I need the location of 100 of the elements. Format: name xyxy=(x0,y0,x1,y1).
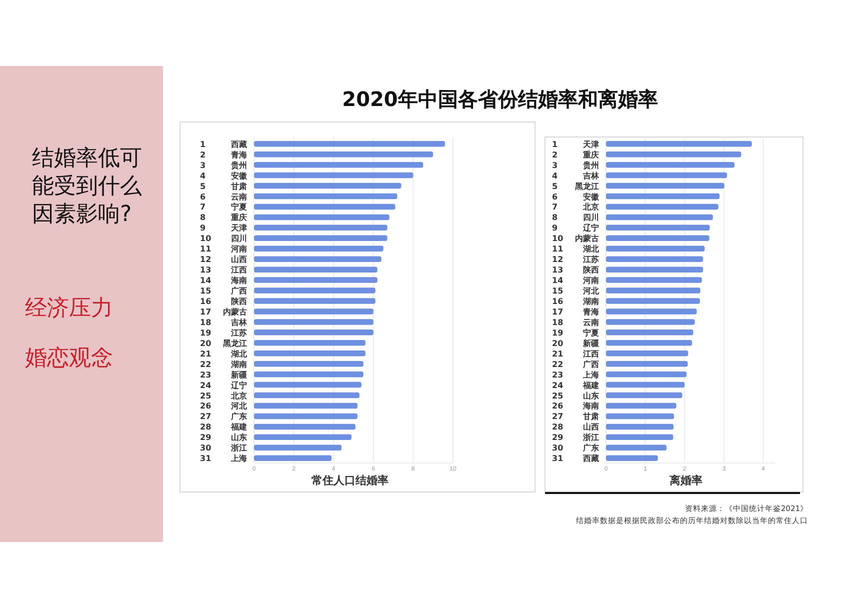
bar xyxy=(254,360,364,367)
category-label: 17 内蒙古 xyxy=(200,307,247,316)
category-label: 7 宁夏 xyxy=(200,202,247,212)
bar xyxy=(254,235,388,242)
category-label: 11 河南 xyxy=(200,244,247,254)
bar xyxy=(606,392,682,398)
text: 结婚率低可能受到什么因素影响? xyxy=(32,146,142,227)
bar xyxy=(254,340,366,346)
category-label: 13 陕西 xyxy=(552,266,599,275)
bar xyxy=(606,371,687,378)
bar xyxy=(606,413,674,420)
bar xyxy=(254,204,396,210)
bar xyxy=(254,266,378,272)
x-axis-title: 常住人口结婚率 xyxy=(312,474,388,487)
bar xyxy=(606,204,718,210)
bar xyxy=(254,277,378,283)
category-label: 19 宁夏 xyxy=(552,328,599,338)
category-label: 27 广东 xyxy=(200,412,247,422)
bar xyxy=(606,162,735,168)
bar xyxy=(254,246,384,252)
category-label: 21 江西 xyxy=(552,349,599,358)
category-label: 31 西藏 xyxy=(552,454,599,464)
category-label: 11 湖北 xyxy=(552,244,599,254)
category-label: 18 吉林 xyxy=(200,318,247,327)
bar xyxy=(606,288,700,294)
bar xyxy=(606,182,724,189)
bar xyxy=(254,172,414,178)
bar xyxy=(606,382,685,388)
category-label: 12 山西 xyxy=(200,255,247,264)
bar xyxy=(606,151,742,158)
bar xyxy=(606,360,688,367)
bar xyxy=(606,298,700,304)
category-label: 24 福建 xyxy=(552,380,599,390)
category-label: 15 河北 xyxy=(552,286,599,296)
category-label: 13 江西 xyxy=(200,266,247,275)
category-label: 7 北京 xyxy=(552,202,599,212)
bar xyxy=(254,256,382,262)
bar xyxy=(606,277,702,283)
bar xyxy=(254,141,446,147)
category-label: 25 山东 xyxy=(552,391,599,400)
bar xyxy=(606,256,704,262)
category-label: 3 贵州 xyxy=(552,160,599,170)
category-label: 16 陕西 xyxy=(200,297,247,306)
bar xyxy=(606,246,705,252)
bar xyxy=(254,298,376,304)
bar xyxy=(606,235,710,242)
bar xyxy=(606,319,695,325)
category-label: 20 黑龙江 xyxy=(200,338,247,348)
bar xyxy=(254,308,374,314)
text: 经济压力 xyxy=(25,296,113,321)
category-label: 8 四川 xyxy=(552,213,599,222)
bar xyxy=(254,402,358,409)
category-label: 28 福建 xyxy=(200,422,247,432)
bar xyxy=(254,151,434,158)
bar xyxy=(254,413,358,420)
category-label: 24 辽宁 xyxy=(200,380,247,390)
bar xyxy=(254,350,366,356)
bar xyxy=(606,308,697,314)
bar xyxy=(254,182,402,189)
bar xyxy=(254,371,364,378)
category-label: 3 贵州 xyxy=(200,160,247,170)
category-label: 30 浙江 xyxy=(200,444,247,453)
category-label: 31 上海 xyxy=(200,454,247,464)
category-label: 4 安徽 xyxy=(200,171,247,180)
bar xyxy=(606,214,713,220)
bar xyxy=(606,330,694,336)
category-label: 6 安徽 xyxy=(552,192,599,202)
category-label: 20 新疆 xyxy=(552,338,599,348)
bar xyxy=(606,224,710,231)
category-label: 21 湖北 xyxy=(200,349,247,358)
category-label: 23 新疆 xyxy=(200,370,247,380)
category-label: 16 湖南 xyxy=(552,297,599,306)
bar xyxy=(606,455,658,461)
category-label: 2 重庆 xyxy=(552,150,599,160)
bar xyxy=(606,350,688,356)
category-label: 27 甘肃 xyxy=(552,412,599,422)
bar xyxy=(254,444,342,451)
bar xyxy=(254,224,388,231)
bar xyxy=(606,424,674,430)
text: 婚恋观念 xyxy=(25,346,113,371)
category-label: 15 广西 xyxy=(200,286,247,296)
category-label: 10 内蒙古 xyxy=(552,234,599,244)
bar xyxy=(254,214,390,220)
category-label: 12 江苏 xyxy=(552,255,599,264)
category-label: 23 上海 xyxy=(552,370,599,380)
category-label: 29 浙江 xyxy=(552,433,599,442)
category-label: 22 湖南 xyxy=(200,360,247,369)
bar xyxy=(254,330,374,336)
category-label: 28 山西 xyxy=(552,422,599,432)
bar xyxy=(254,288,376,294)
category-label: 14 海南 xyxy=(200,276,247,286)
bar xyxy=(606,141,752,147)
category-label: 17 青海 xyxy=(552,307,599,316)
category-label: 22 广西 xyxy=(552,360,599,369)
category-label: 5 甘肃 xyxy=(200,182,247,191)
bar xyxy=(254,382,362,388)
bar xyxy=(254,392,360,398)
category-label: 26 海南 xyxy=(552,402,599,411)
category-label: 14 河南 xyxy=(552,276,599,286)
category-label: 19 江苏 xyxy=(200,328,247,338)
